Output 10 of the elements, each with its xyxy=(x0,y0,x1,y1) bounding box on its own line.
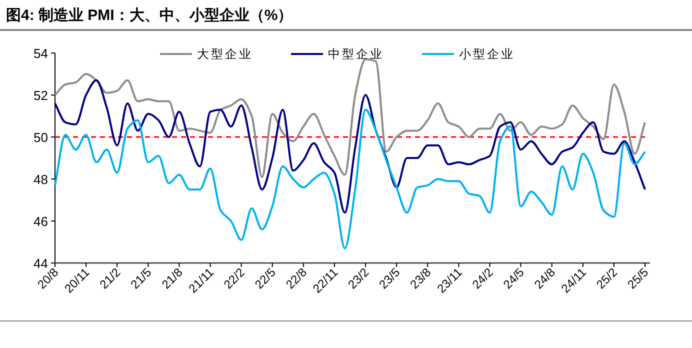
y-tick-label: 50 xyxy=(34,130,48,145)
y-tick-label: 44 xyxy=(34,256,48,271)
chart-title: 图4: 制造业 PMI：大、中、小型企业（%） xyxy=(6,7,293,24)
y-tick-label: 54 xyxy=(34,46,48,61)
legend-label: 大型企业 xyxy=(197,47,253,61)
legend-label: 中型企业 xyxy=(328,47,384,61)
y-tick-label: 46 xyxy=(34,214,48,229)
y-tick-label: 52 xyxy=(34,88,48,103)
y-tick-label: 48 xyxy=(34,172,48,187)
legend-label: 小型企业 xyxy=(459,47,515,61)
